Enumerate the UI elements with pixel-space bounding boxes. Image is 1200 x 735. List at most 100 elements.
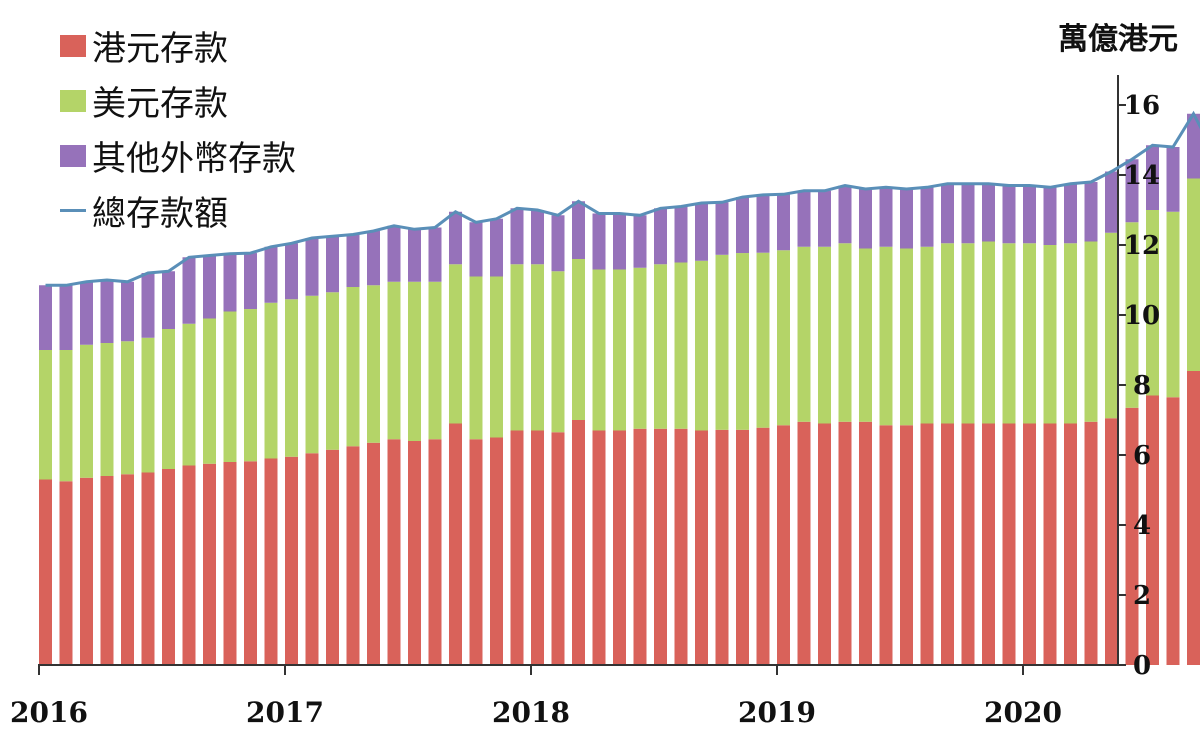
bar-hkd bbox=[818, 423, 831, 665]
bar-usd bbox=[264, 302, 278, 459]
bar-usd bbox=[695, 260, 708, 431]
bar-hkd bbox=[941, 423, 954, 665]
bar-other bbox=[551, 215, 565, 272]
y-tick-label: 16 bbox=[1124, 91, 1160, 121]
bar-usd bbox=[346, 287, 360, 447]
bar-hkd bbox=[551, 432, 565, 665]
bar-usd bbox=[305, 295, 319, 454]
legend-label-other: 其他外幣存款 bbox=[92, 139, 296, 179]
bar-other bbox=[1043, 187, 1057, 245]
y-tick-label: 0 bbox=[1133, 651, 1151, 681]
bar-usd bbox=[428, 281, 442, 440]
bar-usd bbox=[961, 243, 975, 424]
bar-other bbox=[633, 215, 647, 268]
bar-hkd bbox=[449, 423, 462, 665]
legend-item-total: 總存款額 bbox=[60, 183, 296, 238]
legend-swatch-hkd bbox=[60, 34, 86, 57]
bar-hkd bbox=[756, 427, 770, 665]
bar-usd bbox=[900, 248, 913, 426]
legend-item-hkd: 港元存款 bbox=[60, 18, 296, 73]
bar-hkd bbox=[592, 430, 606, 665]
bar-usd bbox=[736, 253, 749, 430]
axes-layer: 0246810121416201620172018201920202021 bbox=[10, 75, 1160, 729]
bar-other bbox=[162, 271, 175, 329]
bar-usd bbox=[797, 246, 811, 422]
bar-usd bbox=[1146, 210, 1159, 396]
bar-other bbox=[777, 194, 790, 251]
x-tick-label: 2019 bbox=[738, 696, 816, 729]
bar-layer bbox=[39, 113, 1200, 665]
bar-other bbox=[469, 222, 483, 277]
bar-usd bbox=[941, 243, 954, 424]
bar-hkd bbox=[182, 465, 196, 665]
bar-other bbox=[367, 231, 380, 286]
bar-hkd bbox=[1105, 418, 1118, 665]
bar-usd bbox=[162, 329, 175, 469]
x-tick-label: 2017 bbox=[246, 696, 324, 729]
bar-other bbox=[920, 187, 934, 247]
legend-swatch-other bbox=[60, 144, 86, 167]
y-axis-unit: 萬億港元 bbox=[1058, 22, 1178, 57]
bar-usd bbox=[674, 262, 688, 429]
bar-hkd bbox=[1084, 421, 1098, 665]
total-line-layer bbox=[45, 110, 1200, 287]
bar-hkd bbox=[162, 469, 175, 665]
bar-other bbox=[900, 189, 913, 249]
bar-usd bbox=[182, 323, 196, 466]
bar-usd bbox=[326, 292, 339, 450]
bar-usd bbox=[244, 309, 257, 462]
bar-usd bbox=[572, 259, 585, 420]
legend-item-other: 其他外幣存款 bbox=[60, 128, 296, 183]
bar-other bbox=[244, 253, 257, 310]
bar-usd bbox=[490, 276, 503, 438]
bar-usd bbox=[100, 343, 114, 476]
bar-other bbox=[674, 206, 688, 263]
bar-hkd bbox=[797, 421, 811, 665]
bar-other bbox=[1187, 113, 1200, 179]
bar-hkd bbox=[1002, 423, 1016, 665]
bar-hkd bbox=[695, 430, 708, 665]
bar-hkd bbox=[469, 439, 483, 665]
bar-other bbox=[715, 202, 729, 255]
bar-usd bbox=[859, 248, 872, 422]
bar-other bbox=[305, 238, 319, 296]
bar-hkd bbox=[674, 428, 688, 665]
bar-usd bbox=[715, 254, 729, 430]
bar-hkd bbox=[920, 423, 934, 665]
bar-usd bbox=[1166, 211, 1180, 398]
bar-hkd bbox=[715, 429, 729, 665]
bar-other bbox=[1084, 182, 1098, 242]
legend: 港元存款 美元存款 其他外幣存款 總存款額 bbox=[60, 18, 296, 238]
bar-other bbox=[1125, 159, 1139, 223]
bar-other bbox=[408, 229, 421, 282]
bar-usd bbox=[1002, 243, 1016, 424]
bar-usd bbox=[1084, 241, 1098, 422]
bar-usd bbox=[654, 264, 667, 429]
bar-hkd bbox=[346, 446, 360, 665]
bar-other bbox=[428, 227, 442, 282]
bar-other bbox=[1064, 183, 1077, 244]
bar-other bbox=[859, 189, 872, 249]
bar-hkd bbox=[141, 472, 155, 665]
y-tick-label: 14 bbox=[1124, 161, 1160, 191]
bar-hkd bbox=[879, 425, 893, 665]
bar-other bbox=[838, 185, 852, 244]
bar-usd bbox=[613, 269, 626, 431]
bar-hkd bbox=[203, 463, 216, 665]
bar-other bbox=[449, 211, 462, 265]
bar-usd bbox=[121, 341, 134, 475]
bar-usd bbox=[1043, 245, 1057, 424]
bar-hkd bbox=[39, 479, 52, 665]
bar-hkd bbox=[777, 425, 790, 665]
legend-label-usd: 美元存款 bbox=[92, 84, 228, 124]
bar-usd bbox=[1105, 232, 1118, 419]
bar-usd bbox=[838, 243, 852, 422]
y-tick-label: 6 bbox=[1133, 441, 1151, 471]
bar-hkd bbox=[408, 441, 421, 665]
legend-swatch-total bbox=[60, 209, 86, 212]
bar-usd bbox=[1187, 178, 1200, 371]
bar-usd bbox=[1023, 243, 1036, 424]
bar-hkd bbox=[223, 462, 237, 665]
bar-usd bbox=[80, 344, 93, 478]
